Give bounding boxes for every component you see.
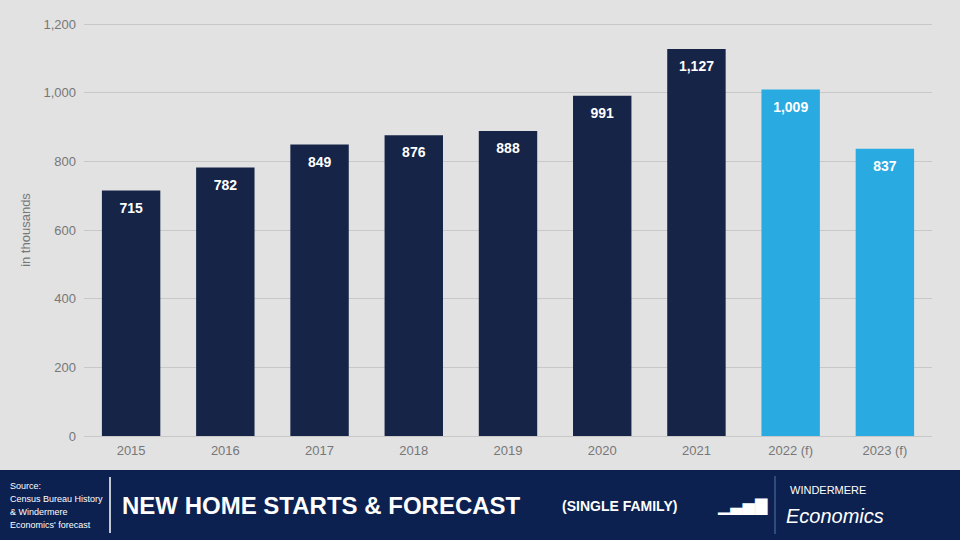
- svg-text:Census Bureau History: Census Bureau History: [10, 494, 103, 504]
- svg-text:2018: 2018: [399, 443, 428, 458]
- svg-text:NEW HOME STARTS & FORECAST: NEW HOME STARTS & FORECAST: [122, 492, 521, 519]
- svg-text:837: 837: [873, 158, 897, 174]
- svg-text:2015: 2015: [117, 443, 146, 458]
- svg-text:1,009: 1,009: [773, 99, 808, 115]
- svg-text:849: 849: [308, 154, 332, 170]
- svg-text:400: 400: [54, 291, 76, 306]
- svg-text:0: 0: [69, 429, 76, 444]
- svg-text:715: 715: [119, 200, 143, 216]
- svg-text:782: 782: [214, 177, 238, 193]
- svg-text:2019: 2019: [494, 443, 523, 458]
- svg-text:991: 991: [591, 105, 615, 121]
- svg-text:2021: 2021: [682, 443, 711, 458]
- svg-text:Source:: Source:: [10, 481, 41, 491]
- svg-text:600: 600: [54, 223, 76, 238]
- svg-text:2023 (f): 2023 (f): [862, 443, 907, 458]
- svg-text:800: 800: [54, 154, 76, 169]
- svg-text:1,127: 1,127: [679, 58, 714, 74]
- svg-text:& Windermere: & Windermere: [10, 507, 68, 517]
- svg-text:2020: 2020: [588, 443, 617, 458]
- svg-text:888: 888: [496, 140, 520, 156]
- svg-text:▁▃▅▇: ▁▃▅▇: [717, 496, 768, 515]
- svg-text:2017: 2017: [305, 443, 334, 458]
- svg-text:(SINGLE FAMILY): (SINGLE FAMILY): [562, 498, 677, 514]
- svg-text:200: 200: [54, 360, 76, 375]
- svg-text:WINDERMERE: WINDERMERE: [790, 484, 866, 496]
- svg-text:876: 876: [402, 144, 426, 160]
- svg-text:2022 (f): 2022 (f): [768, 443, 813, 458]
- svg-text:2016: 2016: [211, 443, 240, 458]
- svg-text:Economics' forecast: Economics' forecast: [10, 520, 91, 530]
- svg-text:Economics: Economics: [786, 505, 884, 527]
- svg-text:1,000: 1,000: [43, 85, 76, 100]
- svg-text:1,200: 1,200: [43, 17, 76, 32]
- svg-text:in thousands: in thousands: [18, 193, 33, 267]
